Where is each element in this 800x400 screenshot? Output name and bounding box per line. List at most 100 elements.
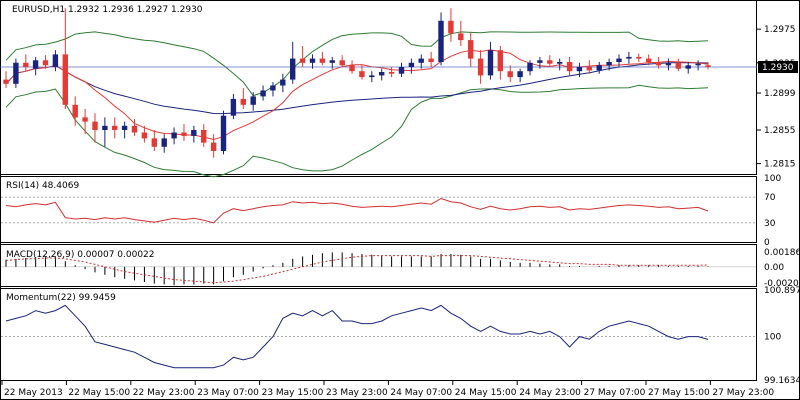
candle-body: [606, 62, 612, 66]
candle-body: [359, 71, 365, 78]
candle: [616, 54, 622, 67]
candle: [646, 54, 652, 66]
candle-body: [557, 62, 563, 64]
candle-body: [398, 67, 405, 74]
slow-moving-average-line: [5, 62, 709, 115]
candle: [606, 58, 612, 71]
rsi-y-tick-label: 30: [764, 219, 776, 229]
candle: [270, 82, 276, 97]
candle-body: [13, 62, 19, 84]
candle: [665, 58, 672, 71]
candle: [379, 68, 385, 81]
candle-body: [52, 54, 59, 67]
candle-body: [477, 58, 484, 76]
candle-body: [339, 60, 345, 66]
candle: [299, 46, 306, 67]
candle: [685, 61, 691, 74]
candle: [408, 58, 415, 74]
time-axis-label: 24 May 07:00: [390, 388, 452, 398]
candle-body: [448, 20, 454, 34]
candle: [309, 54, 316, 69]
candle: [537, 56, 543, 69]
current-price-label: 1.2930: [762, 63, 794, 73]
candle-body: [626, 56, 632, 59]
momentum-layer: [1, 304, 756, 369]
momentum-y-tick-label: 99.1634: [764, 376, 800, 386]
candle-body: [23, 62, 29, 67]
candle: [705, 61, 711, 70]
momentum-y-tick-label: 100: [764, 333, 781, 343]
time-axis-label: 27 May 15:00: [648, 388, 710, 398]
candle-body: [270, 85, 276, 91]
candle: [468, 31, 474, 67]
bollinger-upper-line: [5, 31, 709, 97]
candle-body: [210, 142, 217, 151]
candle: [557, 58, 563, 71]
candle: [329, 56, 335, 69]
candle: [497, 46, 503, 80]
candle: [210, 134, 217, 158]
candle: [13, 58, 19, 88]
candle-body: [685, 65, 691, 69]
candle-body: [388, 72, 395, 74]
price-layer: [0, 8, 757, 178]
candle: [596, 61, 602, 74]
candle-body: [290, 58, 296, 80]
momentum-panel-title: Momentum(22) 99.9459: [6, 293, 116, 303]
candle: [349, 60, 355, 74]
candle: [626, 51, 632, 64]
candle-body: [112, 125, 118, 130]
rsi-y-tick-label: 100: [764, 174, 781, 184]
candle: [32, 56, 39, 76]
rsi-y-tick-label: 70: [764, 193, 776, 203]
candle: [359, 65, 365, 80]
fast-moving-average-line: [5, 49, 709, 141]
candle: [369, 71, 375, 83]
candle-body: [586, 67, 592, 71]
candle-body: [260, 90, 266, 97]
candle: [42, 55, 49, 69]
time-axis-label: 22 May 15:00: [68, 388, 130, 398]
candle: [418, 54, 424, 69]
candle: [655, 56, 662, 69]
candle: [191, 125, 197, 143]
time-axis-label: 22 May 2013: [4, 388, 63, 398]
candle-body: [705, 65, 711, 67]
candle-body: [250, 96, 256, 105]
candle: [675, 58, 681, 72]
momentum-y-tick-label: 100.8975: [764, 286, 800, 296]
candle: [388, 67, 395, 78]
candle-body: [220, 115, 227, 151]
candle-body: [230, 98, 237, 116]
candle: [319, 51, 326, 66]
time-axis-label: 22 May 23:00: [133, 388, 195, 398]
time-axis-label: 23 May 23:00: [326, 388, 388, 398]
price-y-tick-label: 1.2975: [764, 25, 796, 35]
candle: [448, 8, 454, 42]
candle-body: [636, 56, 642, 59]
candle-body: [191, 130, 197, 136]
rsi-panel-title: RSI(14) 48.4069: [6, 181, 79, 191]
candle: [92, 113, 98, 143]
candle: [527, 60, 533, 76]
candle: [112, 117, 118, 139]
candle-body: [82, 117, 88, 122]
candle-body: [517, 71, 523, 78]
candle-body: [42, 60, 49, 66]
candle-body: [309, 58, 316, 63]
macd-layer: [1, 252, 756, 286]
candle-body: [171, 132, 177, 139]
time-axis-label: 27 May 07:00: [584, 388, 646, 398]
candle-body: [32, 60, 39, 69]
macd-panel-title: MACD(12,26,9) 0.00007 0.00022: [6, 250, 155, 260]
candle: [62, 8, 68, 109]
candle: [161, 134, 167, 153]
candle: [290, 41, 296, 84]
candle: [458, 20, 464, 46]
candle-body: [527, 62, 533, 72]
candle: [3, 71, 9, 88]
candle-body: [201, 130, 207, 143]
candle-body: [537, 60, 543, 63]
candle-body: [438, 20, 444, 62]
candle-body: [616, 58, 622, 62]
